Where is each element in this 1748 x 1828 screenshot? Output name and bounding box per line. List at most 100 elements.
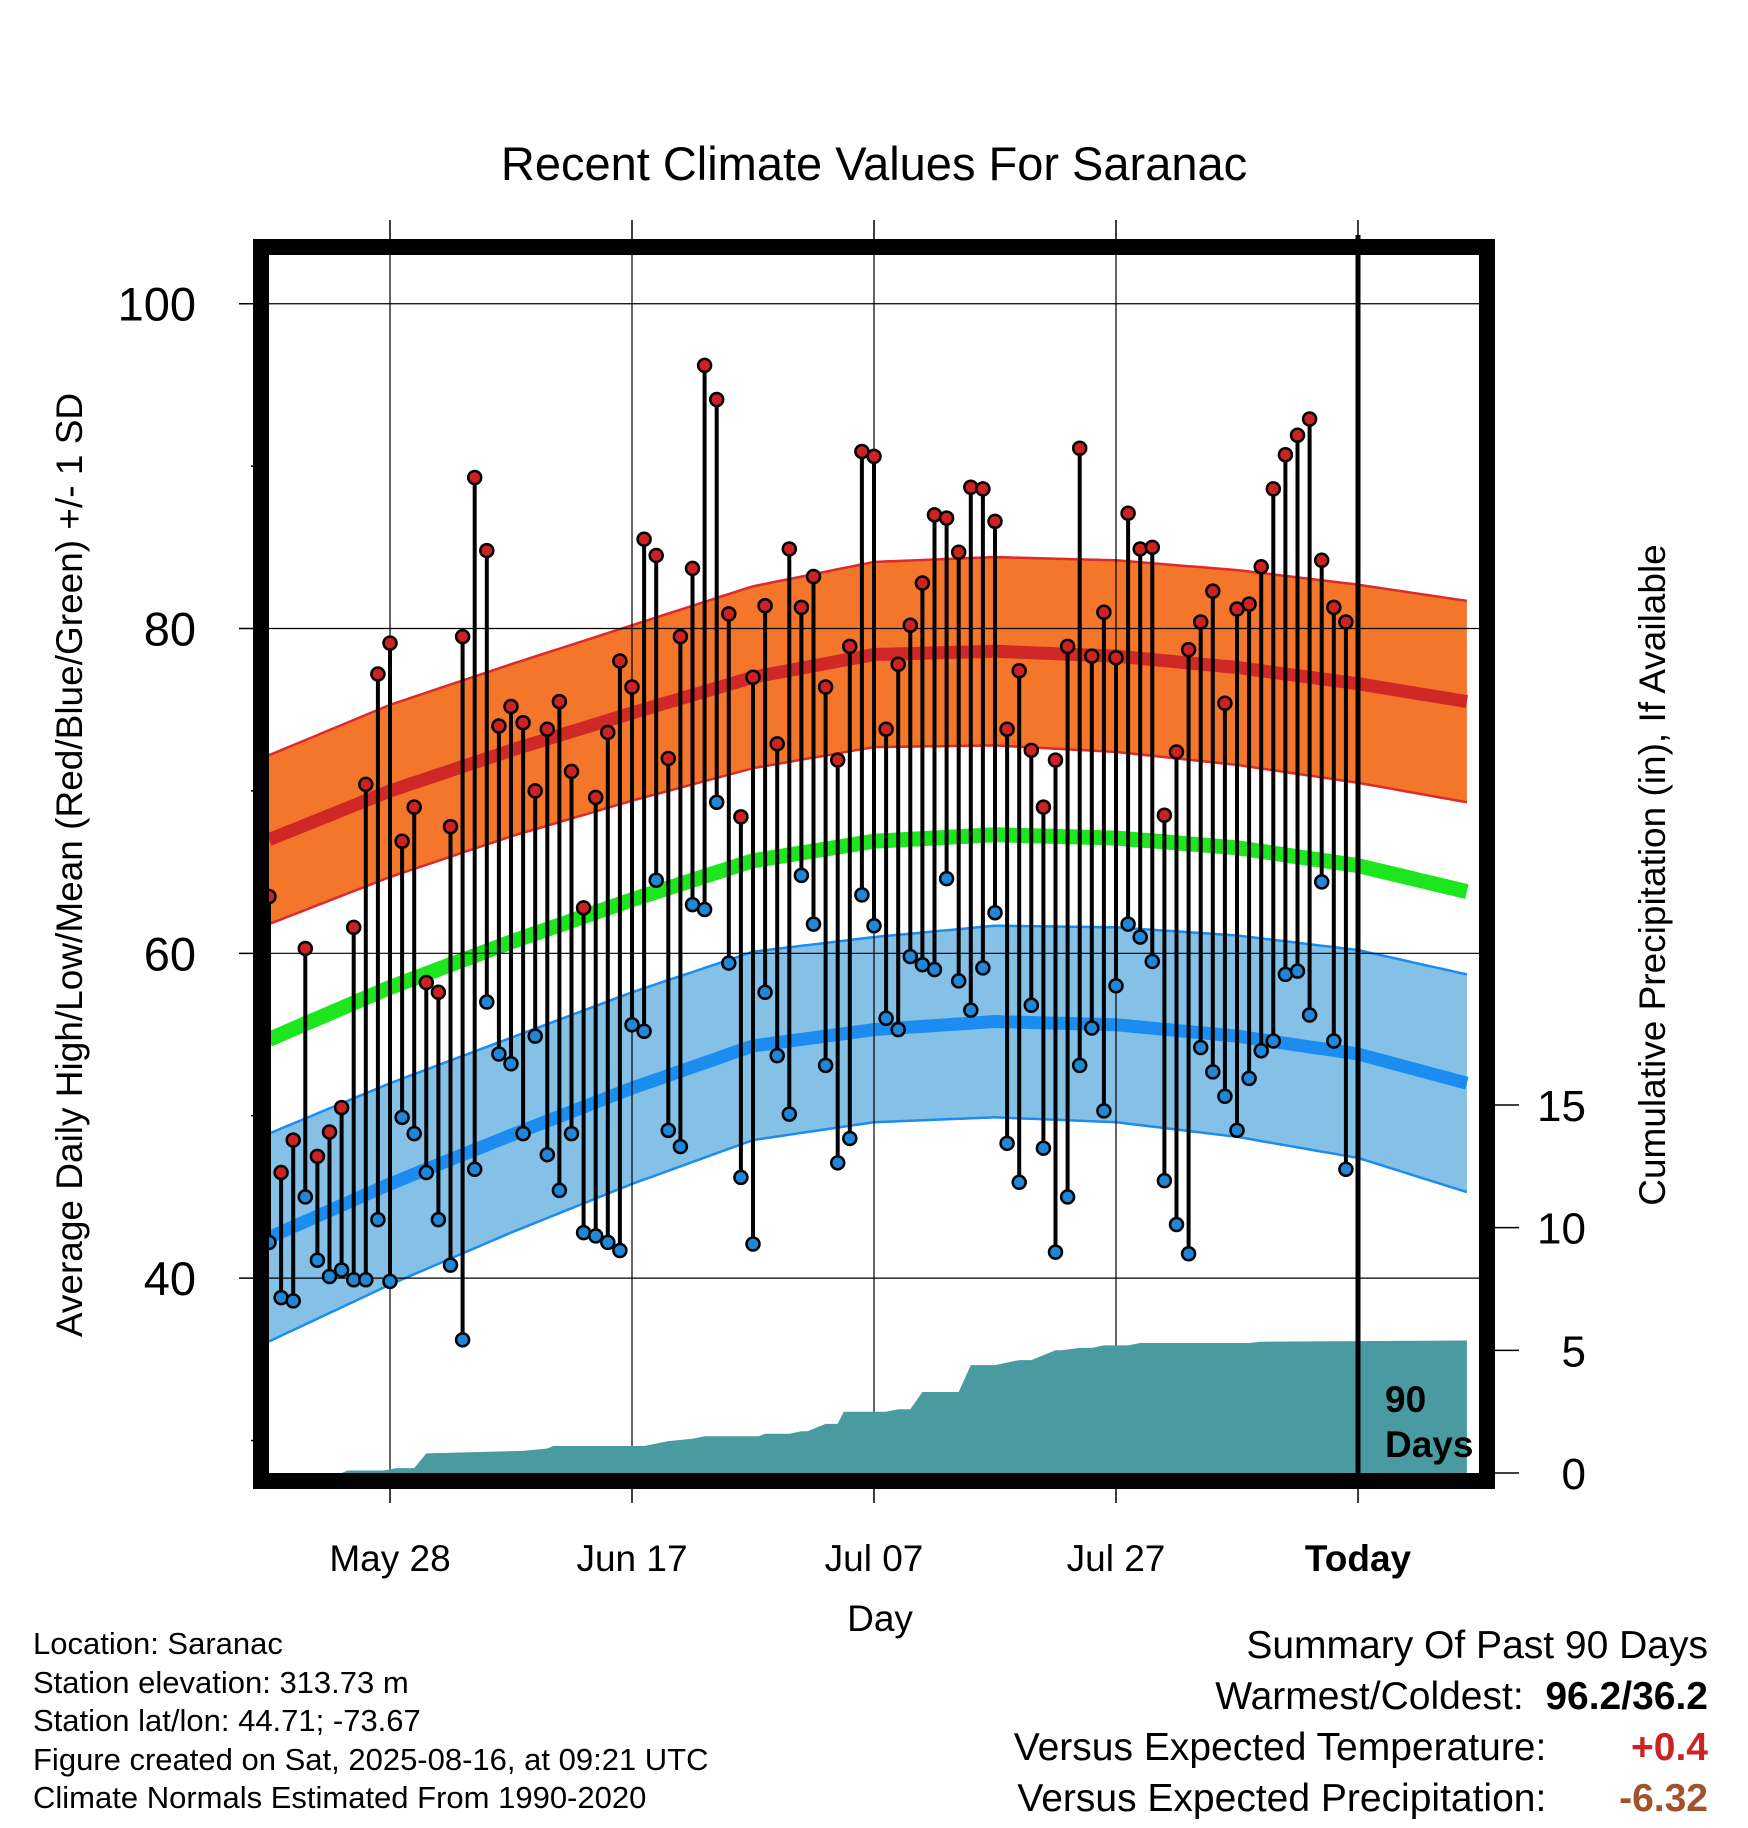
low-point: [1313, 874, 1330, 890]
high-point: [950, 544, 967, 560]
summary-precip-value: -6.32: [1619, 1777, 1708, 1820]
low-point: [1084, 1020, 1100, 1036]
low-point: [503, 1056, 519, 1072]
high-point: [539, 721, 556, 737]
high-point: [491, 718, 507, 734]
high-point: [696, 357, 713, 374]
low-point: [1192, 1039, 1209, 1056]
high-point: [297, 940, 314, 957]
summary-warmest-row: Warmest/Coldest: 96.2/36.2: [1014, 1671, 1708, 1722]
high-point: [370, 666, 386, 682]
high-point: [708, 391, 725, 408]
low-band-lower-edge: [268, 1116, 1468, 1343]
low-point: [624, 1017, 640, 1033]
y-right-tick-label: 5: [1562, 1327, 1586, 1376]
low-point: [600, 1234, 616, 1251]
high-point: [1144, 539, 1161, 556]
high-point: [914, 575, 931, 591]
x-tick-label: Today: [1305, 1538, 1412, 1579]
low-point: [394, 1109, 410, 1126]
y-tick-label: 40: [144, 1252, 196, 1305]
high-point: [684, 560, 701, 577]
low-point: [1035, 1140, 1052, 1156]
summary-precip-row: Versus Expected Precipitation: -6.32: [1014, 1773, 1708, 1824]
high-band-lower-edge: [268, 744, 1468, 926]
high-point: [515, 714, 531, 731]
low-point: [515, 1125, 531, 1142]
high-sd-band: [269, 557, 1467, 925]
high-point: [551, 693, 568, 710]
y-right-tick-label: 0: [1562, 1450, 1586, 1499]
high-point: [454, 628, 471, 645]
summary-warmest-value: 96.2/36.2: [1545, 1675, 1708, 1718]
low-point: [757, 984, 773, 1001]
high-point: [987, 513, 1003, 530]
low-point: [1289, 963, 1306, 979]
high-band-upper-edge: [268, 555, 1468, 757]
high-point: [503, 698, 519, 715]
high-point: [817, 679, 834, 695]
low-point: [539, 1146, 556, 1163]
high-point: [309, 1148, 326, 1165]
station-info: Location: Saranac Station elevation: 313…: [33, 1625, 709, 1818]
low-point: [1156, 1172, 1173, 1189]
high-point: [333, 1099, 350, 1116]
high-point: [1205, 583, 1221, 599]
high-point: [1180, 641, 1197, 658]
low-point: [696, 901, 713, 918]
y-tick-label: 60: [144, 927, 196, 980]
high-point: [358, 776, 374, 793]
x-tick-label: Jun 17: [576, 1538, 687, 1579]
high-point: [1277, 447, 1294, 463]
info-created: Figure created on Sat, 2025-08-16, at 09…: [33, 1741, 709, 1777]
high-point: [1217, 695, 1233, 711]
high-point: [1047, 752, 1064, 768]
low-point: [878, 1010, 894, 1027]
summary-title: Summary Of Past 90 Days: [1246, 1624, 1708, 1667]
low-point: [418, 1164, 435, 1181]
low-point: [430, 1211, 447, 1228]
high-point: [793, 599, 810, 616]
low-point: [829, 1155, 846, 1171]
low-point: [963, 1002, 979, 1018]
y-tick-label: 80: [144, 603, 196, 656]
low-point: [479, 994, 495, 1010]
summary-temp-label: Versus Expected Temperature:: [1013, 1726, 1547, 1769]
low-point: [1326, 1033, 1342, 1049]
low-point: [321, 1268, 338, 1285]
low-point: [358, 1271, 374, 1288]
low-point: [1253, 1043, 1269, 1059]
y-axis-title: Average Daily High/Low/Mean (Red/Blue/Gr…: [49, 393, 90, 1337]
high-point: [1253, 559, 1269, 575]
high-point: [1326, 599, 1342, 616]
x-tick-label: May 28: [329, 1538, 450, 1579]
low-band-upper-edge: [268, 924, 1468, 1135]
low-point: [793, 867, 810, 884]
high-point: [902, 617, 919, 634]
high-point: [479, 542, 495, 559]
high-point: [938, 510, 955, 526]
high-point: [1241, 596, 1257, 612]
high-point: [890, 656, 906, 672]
low-point: [817, 1057, 834, 1074]
low-point: [1108, 978, 1124, 994]
high-point: [648, 547, 664, 564]
low-point: [1180, 1246, 1197, 1262]
low-point: [950, 973, 967, 989]
low-point: [636, 1023, 652, 1040]
low-point: [285, 1293, 301, 1309]
precipitation-area: [269, 1340, 1467, 1473]
low-point: [987, 904, 1003, 921]
low-point: [1205, 1064, 1221, 1080]
high-point: [781, 541, 798, 557]
x-axis-title: Day: [847, 1598, 913, 1639]
high-point: [466, 469, 483, 486]
high-point: [273, 1164, 289, 1181]
low-point: [466, 1161, 483, 1178]
low-point: [1265, 1033, 1282, 1049]
low-point: [769, 1047, 785, 1064]
high-point: [587, 789, 604, 806]
low-point: [648, 872, 664, 888]
high-point: [624, 679, 640, 695]
